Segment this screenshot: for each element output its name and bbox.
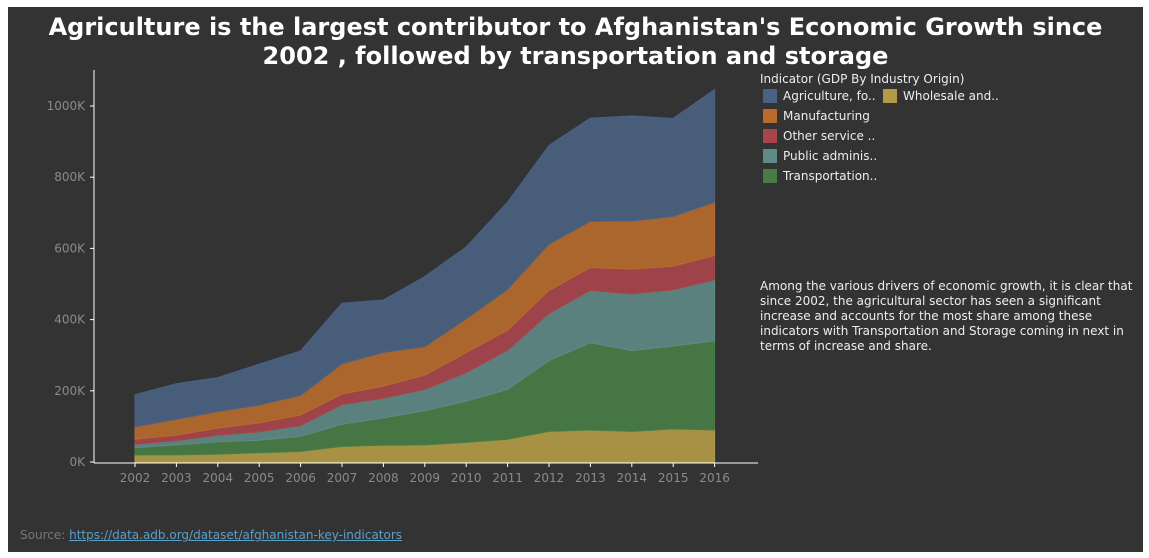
source-link[interactable]: https://data.adb.org/dataset/afghanistan… [69, 528, 403, 542]
x-tick-label: 2006 [285, 471, 316, 485]
y-tick-label: 200K [54, 384, 86, 398]
legend-label: Wholesale and.. [903, 89, 999, 103]
legend-swatch [763, 149, 777, 163]
legend-swatch [763, 169, 777, 183]
y-tick-label: 600K [54, 241, 86, 255]
legend-item-transportation[interactable]: Transportation.. [763, 168, 877, 184]
y-tick-label: 800K [54, 170, 86, 184]
y-tick-label: 400K [54, 313, 86, 327]
x-tick-label: 2008 [368, 471, 399, 485]
x-tick-label: 2015 [658, 471, 689, 485]
chart-annotation: Among the various drivers of economic gr… [760, 279, 1133, 353]
area-series-agriculture-fo [134, 88, 716, 428]
legend-swatch [883, 89, 897, 103]
x-tick-label: 2009 [410, 471, 441, 485]
legend-label: Public adminis.. [783, 149, 878, 163]
x-tick-label: 2005 [244, 471, 275, 485]
legend-label: Other service .. [783, 129, 876, 143]
source-label: Source: [20, 528, 66, 542]
legend-item-wholesale[interactable]: Wholesale and.. [883, 88, 999, 104]
chart-title: Agriculture is the largest contributor t… [8, 13, 1143, 71]
chart-title-line1: Agriculture is the largest contributor t… [48, 13, 1103, 41]
chart-panel: Agriculture is the largest contributor t… [8, 7, 1144, 552]
legend-label: Agriculture, fo.. [783, 89, 876, 103]
legend-item-agriculture[interactable]: Agriculture, fo.. [763, 88, 876, 104]
x-tick-label: 2016 [699, 471, 730, 485]
legend-label: Manufacturing [783, 109, 870, 123]
legend-swatch [763, 89, 777, 103]
x-tick-label: 2012 [534, 471, 565, 485]
x-tick-label: 2004 [203, 471, 234, 485]
legend-label: Transportation.. [783, 169, 878, 183]
legend-item-manufacturing[interactable]: Manufacturing [763, 108, 870, 124]
x-tick-label: 2003 [161, 471, 192, 485]
x-tick-label: 2010 [451, 471, 482, 485]
x-tick-label: 2007 [327, 471, 358, 485]
y-tick-label: 1000K [47, 99, 87, 113]
chart-title-line2: 2002 , followed by transportation and st… [262, 42, 889, 70]
legend-title: Indicator (GDP By Industry Origin) [760, 72, 965, 86]
x-tick-label: 2002 [120, 471, 151, 485]
legend-item-other-service[interactable]: Other service .. [763, 128, 875, 144]
area-chart: 0K 200K 400K 600K 800K 1000K 2002 2003 2004 2005 2… [47, 70, 758, 485]
x-tick-label: 2013 [575, 471, 606, 485]
legend-swatch [763, 129, 777, 143]
legend-swatch [763, 109, 777, 123]
y-tick-label: 0K [69, 455, 86, 469]
legend-item-public-admin[interactable]: Public adminis.. [763, 148, 877, 164]
x-tick-label: 2011 [492, 471, 523, 485]
legend: Indicator (GDP By Industry Origin) Agric… [760, 72, 1144, 205]
x-tick-label: 2014 [617, 471, 648, 485]
source-note: Source: https://data.adb.org/dataset/afg… [20, 528, 402, 542]
